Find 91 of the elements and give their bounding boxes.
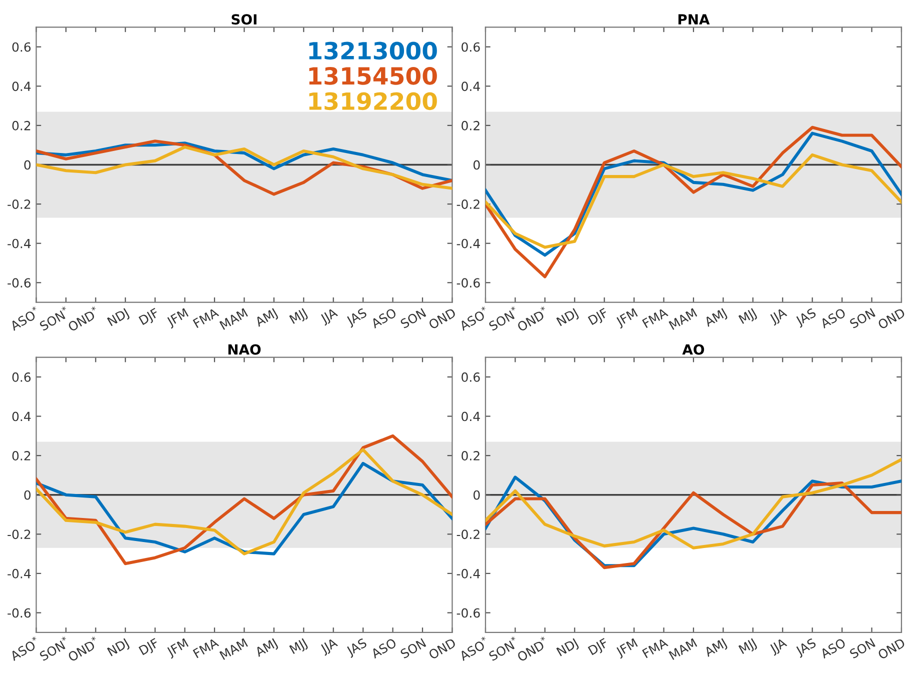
x-tick-label: JFM (614, 638, 639, 659)
text: 13154500 (309, 66, 437, 85)
y-tick-label: -0.4 (8, 568, 31, 578)
y-tick-label: 0 (24, 160, 31, 170)
y-tick-label: 0 (474, 490, 480, 500)
x-tick-label: JAS (794, 308, 818, 328)
x-tick-label: SON (400, 308, 426, 329)
x-tick-label: OND (428, 638, 456, 660)
x-tick-label: ASO$^{*}$ (8, 636, 40, 662)
x-tick-label: SON (849, 308, 876, 329)
x-tick-label: ASO (370, 308, 398, 329)
y-tick-label: 0.2 (12, 120, 30, 130)
x-tick-label: ASO$^{*}$ (8, 306, 40, 332)
chart-title: SOI (232, 14, 256, 25)
x-tick-label: JJA (319, 638, 340, 656)
x-tick-label: MJJ (738, 638, 758, 656)
x-tick-label: FMA (192, 308, 220, 328)
y-tick-label: -0.4 (456, 238, 480, 248)
y-tick-label: 0 (24, 490, 31, 500)
x-tick-label: JFM (166, 308, 190, 329)
x-tick-label: ASO (819, 308, 846, 329)
x-tick-label: SON (400, 638, 426, 659)
x-tick-label: AMJ (704, 308, 728, 330)
x-tick-label: JAS (345, 308, 368, 328)
y-tick-label: -0.2 (456, 200, 480, 209)
y-tick-label: -0.6 (456, 608, 480, 618)
x-tick-label: DJF (138, 308, 160, 328)
x-tick-label: DJF (588, 308, 610, 328)
x-tick-label: ASO$^{*}$ (458, 636, 490, 662)
y-tick-label: -0.6 (456, 278, 480, 288)
x-tick-label: SON (849, 638, 876, 659)
x-tick-label: FMA (642, 308, 668, 328)
y-tick-label: -0.4 (456, 568, 480, 578)
x-tick-label: ASO (819, 638, 846, 659)
x-tick-label: JFM (614, 308, 639, 329)
y-tick-label: -0.2 (456, 530, 480, 540)
x-tick-label: OND (877, 308, 906, 330)
y-tick-label: 0.6 (462, 42, 480, 52)
x-tick-label: SON$^{*}$ (39, 306, 66, 332)
x-tick-label: DJF (138, 638, 160, 658)
x-tick-label: OND$^{*}$ (516, 636, 550, 662)
x-tick-label: ASO$^{*}$ (458, 306, 490, 332)
y-tick-label: 0.6 (462, 372, 480, 382)
x-tick-label: JAS (794, 638, 818, 658)
x-tick-label: JAS (345, 638, 368, 658)
y-tick-label: 0.6 (12, 42, 31, 52)
y-tick-label: 0.6 (12, 372, 31, 382)
x-tick-label: AMJ (254, 308, 279, 330)
y-tick-label: 0.2 (462, 451, 480, 460)
text: 13213000 (309, 42, 437, 60)
x-tick-label: OND (877, 638, 906, 660)
y-tick-label: 0.4 (462, 412, 480, 422)
x-tick-label: SON$^{*}$ (488, 306, 516, 332)
chart-title: PNA (678, 14, 710, 24)
x-tick-label: MJJ (738, 308, 758, 326)
x-tick-label: FMA (192, 638, 220, 658)
y-tick-label: -0.4 (8, 238, 31, 248)
chart-title: NAO (228, 344, 261, 355)
x-tick-label: NDJ (556, 638, 580, 658)
y-tick-label: 0.2 (12, 451, 30, 460)
y-tick-label: 0.2 (462, 120, 480, 130)
x-tick-label: ASO (370, 638, 398, 659)
x-tick-label: OND$^{*}$ (66, 636, 100, 662)
x-tick-label: JJA (319, 308, 340, 326)
series-label: 13192200 (309, 92, 437, 110)
x-tick-label: AMJ (254, 638, 279, 660)
y-tick-label: -0.6 (8, 278, 31, 288)
x-tick-label: JJA (768, 308, 789, 326)
x-tick-label: NDJ (556, 308, 580, 328)
x-tick-label: OND$^{*}$ (516, 306, 550, 332)
x-tick-label: JJA (768, 638, 789, 656)
x-tick-label: MJJ (289, 308, 309, 326)
y-tick-label: -0.2 (8, 530, 30, 540)
y-tick-label: 0.4 (12, 82, 31, 92)
y-tick-label: -0.6 (8, 608, 31, 618)
y-tick-label: 0 (474, 160, 480, 170)
x-tick-label: JFM (166, 638, 190, 659)
chart-title: AO (682, 344, 704, 355)
x-tick-label: MJJ (289, 638, 309, 656)
x-tick-label: OND$^{*}$ (66, 306, 100, 332)
x-tick-label: NDJ (107, 638, 130, 658)
x-tick-label: FMA (642, 638, 668, 658)
y-tick-label: -0.2 (8, 200, 30, 209)
y-tick-label: 0.4 (12, 412, 31, 422)
y-tick-label: 0.4 (462, 82, 480, 92)
x-tick-label: DJF (588, 638, 610, 658)
x-tick-label: OND (428, 308, 456, 330)
x-tick-label: SON$^{*}$ (488, 636, 516, 662)
x-tick-label: NDJ (107, 308, 130, 328)
x-tick-label: AMJ (704, 638, 728, 660)
x-tick-label: SON$^{*}$ (39, 636, 66, 662)
